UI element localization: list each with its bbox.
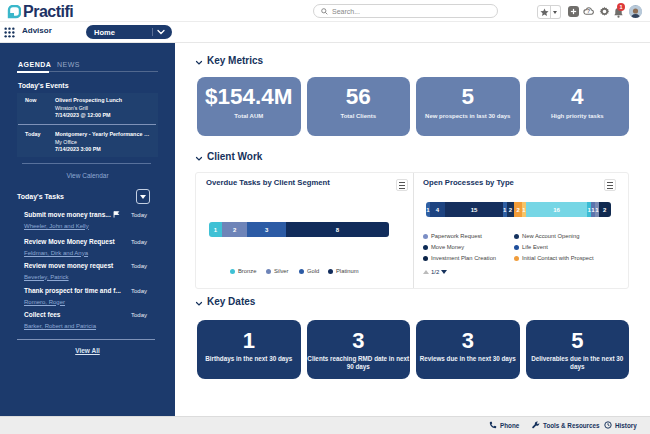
svg-text:?: ? [587, 8, 591, 14]
